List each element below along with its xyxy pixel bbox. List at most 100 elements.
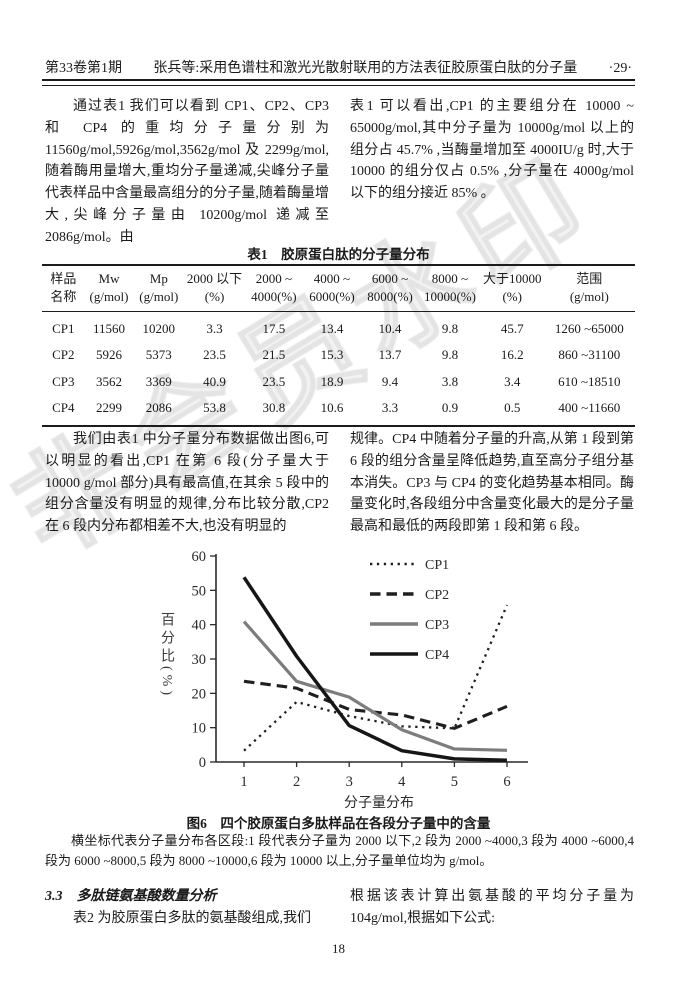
table-cell: 9.8 xyxy=(441,347,459,363)
table-cell: 10.4 xyxy=(378,321,402,336)
x-axis-title: 分子量分布 xyxy=(344,795,414,810)
page-marker: ·29· xyxy=(608,61,632,76)
running-title: 张兵等:采用色谱柱和激光光散射联用的方法表征胶原蛋白肽的分子量 xyxy=(153,61,578,76)
table-row: CP1 11560 10200 3.3 17.5 13.4 10.4 9.8 45.7 1260 … xyxy=(42,312,635,343)
x-tick-label: 1 xyxy=(240,774,247,790)
table-cell: 53.8 xyxy=(203,400,226,416)
table-cell: 860 ~31100 xyxy=(558,347,621,363)
y-tick-label: 50 xyxy=(192,583,207,599)
table-cell: 30.8 xyxy=(262,400,286,416)
table-cell: 3.3 xyxy=(206,321,223,336)
table-column-header: 范围 (g/mol) xyxy=(543,265,635,312)
table-cell: 23.5 xyxy=(262,373,286,389)
table-cell: 13.4 xyxy=(320,321,344,336)
paragraph-right-1: 表1 可以看出,CP1 的主要组分在 10000 ~ 65000g/mol,其中… xyxy=(350,99,634,202)
table-cell: 3.4 xyxy=(504,373,521,389)
table-cell: 13.7 xyxy=(378,347,402,363)
table-cell: CP3 xyxy=(52,373,75,389)
table-row: CP3 3562 3369 40.9 23.5 18.9 9.4 3.8 3.4 610 ~185… xyxy=(42,369,635,395)
table-header-row: 样品 名称 Mw (g/mol) Mp (g/mol) 2000 以下 (%) 2000 ~40… xyxy=(42,265,635,312)
table-column-header: Mw (g/mol) xyxy=(84,265,134,312)
table-column-header: 2000 以下 (%) xyxy=(184,265,245,312)
chart-y-axis-label: 百分比(%) xyxy=(159,612,174,699)
series-line-cp4 xyxy=(242,576,508,763)
table-cell: 10.6 xyxy=(320,400,344,416)
legend-label-cp4: CP4 xyxy=(425,648,449,663)
table1-caption: 表1 胶原蛋白肽的分子量分布 xyxy=(247,247,430,262)
table-cell: 23.5 xyxy=(203,347,226,363)
table-cell: 3.3 xyxy=(381,400,399,416)
text-columns-2: 我们由表1 中分子量分布数据做出图6,可以明显的看出,CP1 在第 6 段(分子… xyxy=(45,429,634,538)
paragraph-left-2: 我们由表1 中分子量分布数据做出图6,可以明显的看出,CP1 在第 6 段(分子… xyxy=(45,432,329,535)
table-cell: 10200 xyxy=(142,321,176,336)
journal-issue: 第33卷第1期 xyxy=(45,61,122,76)
table-cell: 18.9 xyxy=(320,373,344,389)
section-33-left-column: 3.3 多肽链氨基酸数量分析 表2 为胶原蛋白多肽的氨基酸组成,我们 xyxy=(45,886,329,930)
table-cell: 400 ~11660 xyxy=(558,400,621,416)
page-header: 第33卷第1期 张兵等:采用色谱柱和激光光散射联用的方法表征胶原蛋白肽的分子量 … xyxy=(45,57,632,77)
table-column-header: 6000 ~8000(%) xyxy=(361,265,420,312)
x-tick-label: 5 xyxy=(451,774,458,790)
y-tick-label: 40 xyxy=(192,618,207,634)
section-33-right-text: 根据该表计算出氨基酸的平均分子量为 104g/mol,根据如下公式: xyxy=(350,889,634,926)
line-chart: 0 10 20 30 40 50 60 1 2 3 4 5 6 分子量分布 CP1 CP2 CP3 CP4 xyxy=(192,549,528,811)
legend-label-cp2: CP2 xyxy=(425,588,449,603)
table-cell: 3562 xyxy=(96,373,122,389)
y-tick-label: 10 xyxy=(192,721,207,737)
figure6-chart: 百分比(%) 0 10 20 30 40 50 60 1 2 3 4 5 6 分子量分布 CP1 CP2 CP3… xyxy=(124,549,574,811)
table-cell: 9.8 xyxy=(441,321,459,336)
table-cell: 11560 xyxy=(92,321,126,336)
series-line-cp3 xyxy=(242,620,508,752)
table-cell: 16.2 xyxy=(500,347,524,363)
x-tick-label: 6 xyxy=(503,774,510,790)
y-tick-label: 0 xyxy=(199,755,206,771)
x-tick-label: 3 xyxy=(346,774,353,790)
page-number: 18 xyxy=(332,941,345,956)
table-row: CP4 2299 2086 53.8 30.8 10.6 3.3 0.9 0.5 400 ~116… xyxy=(42,395,635,426)
x-tick-label: 2 xyxy=(293,774,300,790)
table-column-header: 样品 名称 xyxy=(42,265,85,312)
table-cell: 2086 xyxy=(145,400,172,416)
table-cell: 9.4 xyxy=(381,373,399,389)
table-column-header: 大于10000 (%) xyxy=(480,265,544,312)
paragraph-left-1: 通过表1 我们可以看到 CP1、CP2、CP3 和 CP4 的重均分子量分别为 … xyxy=(45,99,329,245)
figure6-note: 横坐标代表分子量分布各区段:1 段代表分子量为 2000 以下,2 段为 200… xyxy=(45,833,634,868)
table-cell: 0.5 xyxy=(504,400,521,416)
table-column-header: 8000 ~10000(%) xyxy=(419,265,481,312)
legend-label-cp1: CP1 xyxy=(425,558,449,573)
section-33-heading: 3.3 多肽链氨基酸数量分析 xyxy=(45,889,217,904)
y-tick-label: 30 xyxy=(192,652,207,668)
table-cell: 5926 xyxy=(96,347,122,363)
table-cell: CP1 xyxy=(52,321,75,336)
table-column-header: Mp (g/mol) xyxy=(133,265,185,312)
table-column-header: 4000 ~6000(%) xyxy=(302,265,361,312)
figure6-caption: 图6 四个胶原蛋白多肽样品在各段分子量中的含量 xyxy=(186,816,491,831)
table-cell: 15.3 xyxy=(320,347,344,363)
y-tick-label: 60 xyxy=(192,550,207,565)
table-row: CP2 5926 5373 23.5 21.5 15.3 13.7 9.8 16.2 860 ~3… xyxy=(42,342,635,368)
table-cell: 17.5 xyxy=(262,321,286,336)
x-tick-label: 4 xyxy=(398,774,406,790)
series-line-cp1 xyxy=(243,604,509,752)
table1: 样品 名称 Mw (g/mol) Mp (g/mol) 2000 以下 (%) 2000 ~40… xyxy=(42,264,635,428)
paragraph-right-2: 规律。CP4 中随着分子量的升高,从第 1 段到第 6 段的组分含量呈降低趋势,… xyxy=(350,432,634,535)
table-cell: 1260 ~65000 xyxy=(554,321,624,336)
table-cell: CP2 xyxy=(52,347,75,363)
table-cell: 3.8 xyxy=(441,373,459,389)
table-cell: 0.9 xyxy=(441,400,459,416)
table-cell: 2299 xyxy=(96,400,122,416)
table-cell: 610 ~18510 xyxy=(558,373,621,389)
y-tick-label: 20 xyxy=(192,686,207,702)
table-cell: 40.9 xyxy=(203,373,226,389)
table-cell: 45.7 xyxy=(500,321,524,336)
text-columns-3: 3.3 多肽链氨基酸数量分析 表2 为胶原蛋白多肽的氨基酸组成,我们 根据该表计… xyxy=(45,886,634,930)
section-33-left-text: 表2 为胶原蛋白多肽的氨基酸组成,我们 xyxy=(73,910,311,926)
text-columns-1: 通过表1 我们可以看到 CP1、CP2、CP3 和 CP4 的重均分子量分别为 … xyxy=(45,96,634,249)
table-cell: 5373 xyxy=(145,347,172,363)
legend-label-cp3: CP3 xyxy=(425,618,449,633)
table-cell: CP4 xyxy=(52,400,75,416)
table-column-header: 2000 ~4000(%) xyxy=(244,265,303,312)
header-double-rule xyxy=(42,79,635,86)
table-cell: 21.5 xyxy=(262,347,286,363)
